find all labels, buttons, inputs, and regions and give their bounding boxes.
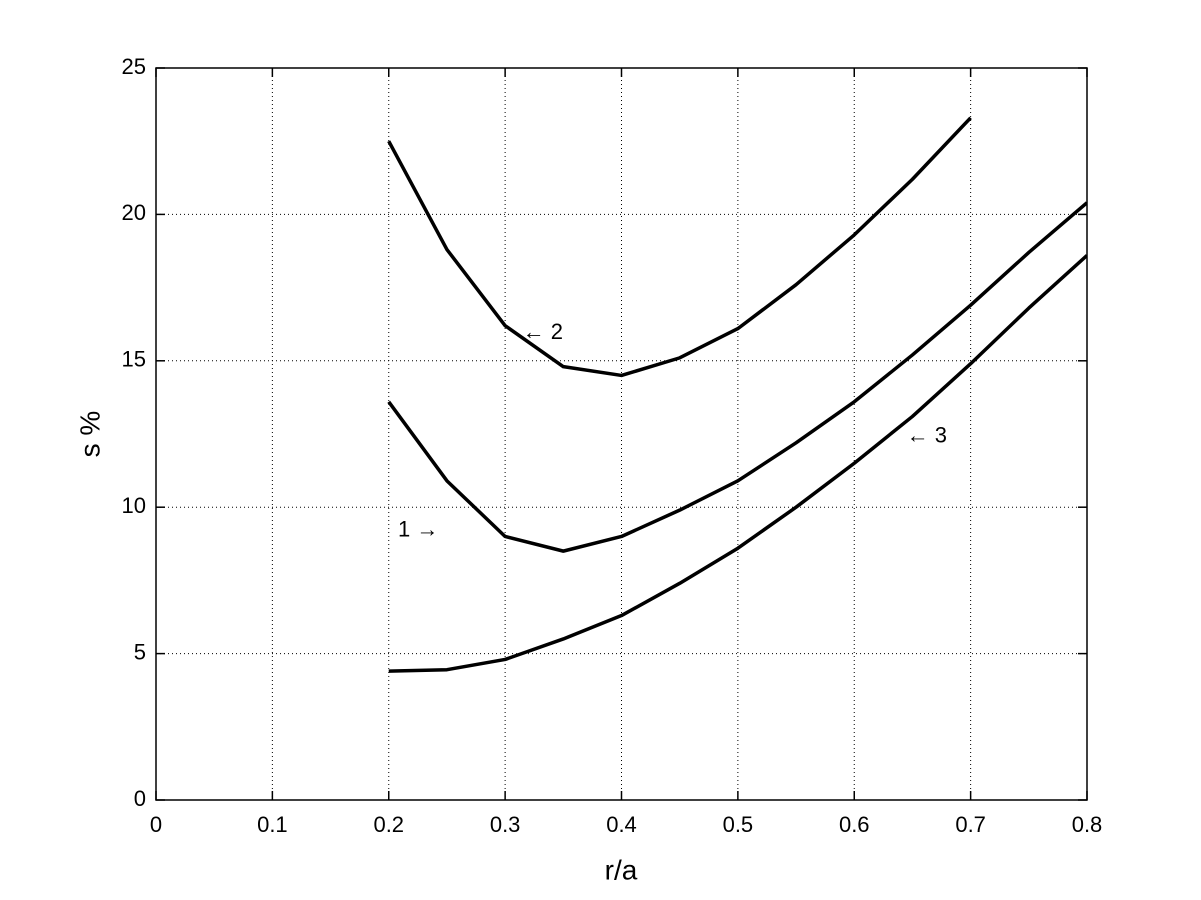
line-series <box>387 201 1087 553</box>
annotation: ← 2 <box>523 319 563 344</box>
y-tick-label: 5 <box>134 639 146 664</box>
y-tick-label: 10 <box>122 493 146 518</box>
y-tick-label: 0 <box>134 786 146 811</box>
x-tick-label: 0.3 <box>490 812 521 837</box>
annotation: ← 3 <box>907 423 947 448</box>
y-axis-title: s % <box>74 411 105 458</box>
y-tick-label: 20 <box>122 200 146 225</box>
x-tick-label: 0.5 <box>723 812 754 837</box>
y-tick-label: 25 <box>122 54 146 79</box>
x-tick-label: 0.6 <box>839 812 870 837</box>
x-tick-label: 0.4 <box>606 812 637 837</box>
x-tick-label: 0 <box>150 812 162 837</box>
x-tick-label: 0.8 <box>1072 812 1103 837</box>
x-axis-title: r/a <box>605 854 638 885</box>
axes-box <box>155 67 1088 801</box>
line-series <box>387 116 972 378</box>
x-tick-label: 0.7 <box>955 812 986 837</box>
annotation: 1 → <box>398 516 438 541</box>
line-series <box>388 254 1087 673</box>
x-tick-label: 0.2 <box>373 812 404 837</box>
y-tick-label: 15 <box>122 347 146 372</box>
plot-area <box>156 68 1087 800</box>
x-tick-label: 0.1 <box>257 812 288 837</box>
